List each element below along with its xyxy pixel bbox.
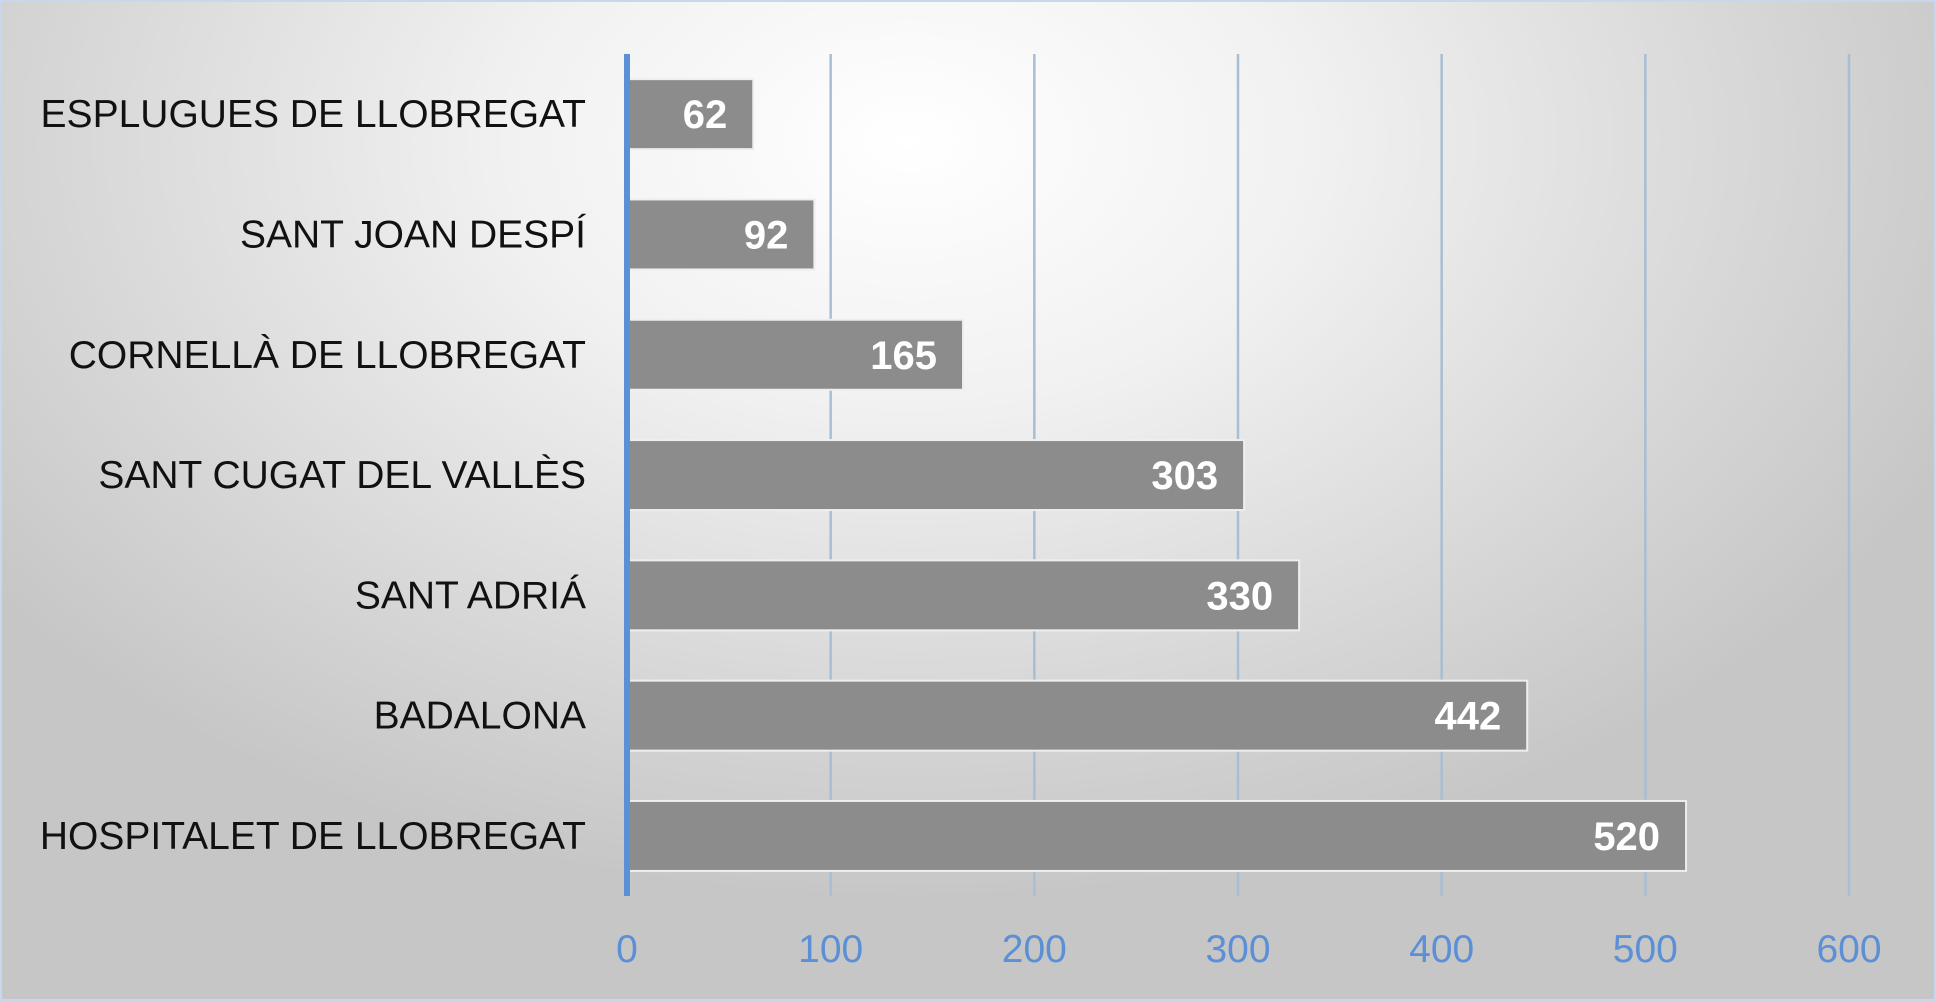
bar-value-label: 330 xyxy=(1206,574,1273,618)
bar xyxy=(626,679,1529,752)
bar xyxy=(626,799,1688,872)
bar xyxy=(626,559,1301,632)
x-tick-label: 300 xyxy=(1205,928,1270,971)
x-tick-label: 400 xyxy=(1409,928,1474,971)
bar-value-label: 165 xyxy=(870,334,937,378)
category-labels: ESPLUGUES DE LLOBREGAT SANT JOAN DESPÍ COR… xyxy=(40,93,586,858)
x-tick-label: 0 xyxy=(616,928,638,971)
bar xyxy=(626,78,755,151)
bar-value-label: 442 xyxy=(1434,695,1501,739)
bar-value-label: 92 xyxy=(744,213,789,257)
x-tick-label: 100 xyxy=(798,928,863,971)
category-label: HOSPITALET DE LLOBREGAT xyxy=(40,815,586,858)
bars: 62 92 165 303 330 442 520 xyxy=(626,78,1688,872)
bar-value-label: 62 xyxy=(683,93,728,137)
category-label: SANT ADRIÁ xyxy=(355,574,586,617)
bar-value-label: 303 xyxy=(1151,454,1218,498)
value-axis: 0 100 200 300 400 500 600 xyxy=(616,54,1882,971)
category-label: SANT CUGAT DEL VALLÈS xyxy=(98,454,586,497)
bar xyxy=(626,439,1246,512)
category-label: BADALONA xyxy=(374,695,586,738)
bar-value-label: 520 xyxy=(1593,815,1660,859)
category-label: SANT JOAN DESPÍ xyxy=(240,213,586,256)
bar xyxy=(626,318,965,391)
x-tick-label: 600 xyxy=(1816,928,1881,971)
x-tick-label: 200 xyxy=(1002,928,1067,971)
x-tick-label: 500 xyxy=(1613,928,1678,971)
category-label: ESPLUGUES DE LLOBREGAT xyxy=(41,93,586,136)
category-label: CORNELLÀ DE LLOBREGAT xyxy=(69,334,586,377)
